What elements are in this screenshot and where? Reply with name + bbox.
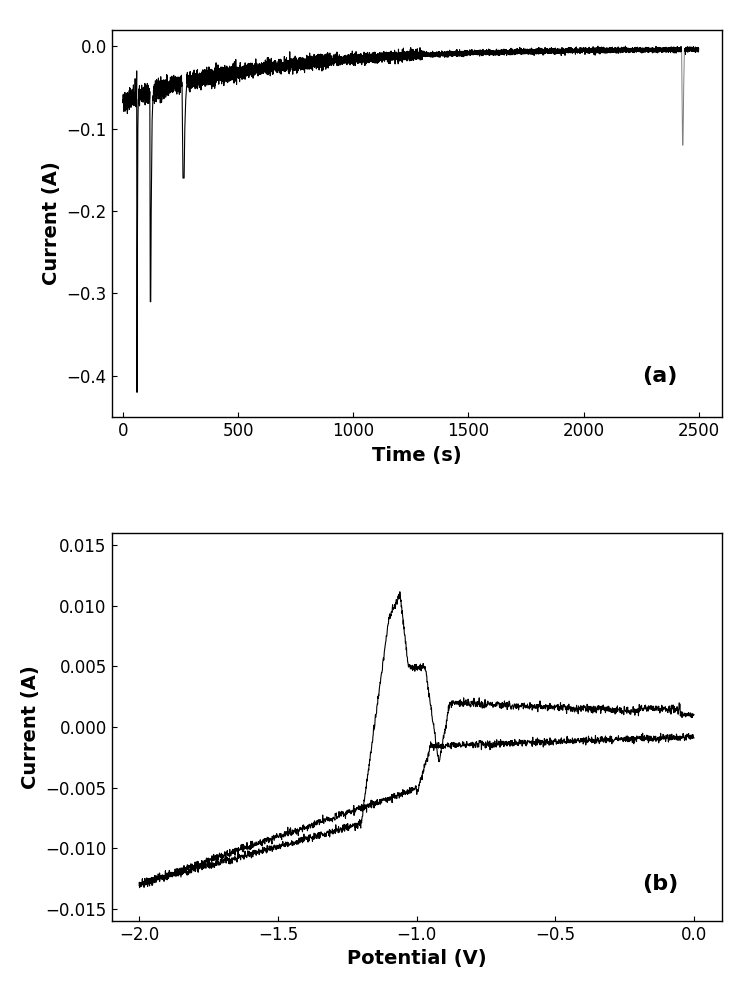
Text: (b): (b) [642, 874, 679, 894]
Y-axis label: Current (A): Current (A) [21, 665, 40, 789]
X-axis label: Potential (V): Potential (V) [347, 949, 487, 968]
Text: (a): (a) [642, 366, 678, 386]
Y-axis label: Current (A): Current (A) [42, 161, 61, 285]
X-axis label: Time (s): Time (s) [372, 446, 461, 464]
